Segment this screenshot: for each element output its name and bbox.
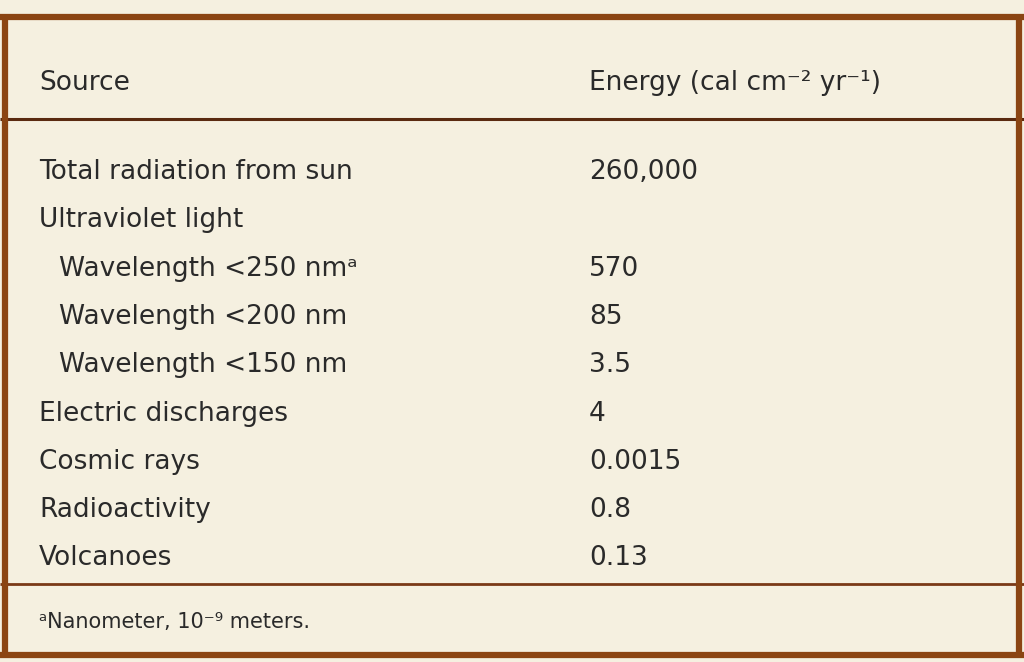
Text: Energy (cal cm⁻² yr⁻¹): Energy (cal cm⁻² yr⁻¹): [589, 70, 881, 95]
Text: 570: 570: [589, 256, 639, 281]
Text: Radioactivity: Radioactivity: [39, 497, 211, 523]
Text: Cosmic rays: Cosmic rays: [39, 449, 200, 475]
Text: 0.8: 0.8: [589, 497, 631, 523]
Text: Source: Source: [39, 70, 130, 95]
Text: 0.13: 0.13: [589, 545, 647, 571]
Text: 4: 4: [589, 401, 605, 426]
Text: ᵃNanometer, 10⁻⁹ meters.: ᵃNanometer, 10⁻⁹ meters.: [39, 612, 310, 632]
Text: Electric discharges: Electric discharges: [39, 401, 288, 426]
Text: Wavelength <200 nm: Wavelength <200 nm: [59, 304, 347, 330]
Text: 3.5: 3.5: [589, 352, 631, 378]
Text: Wavelength <250 nmᵃ: Wavelength <250 nmᵃ: [59, 256, 358, 281]
Text: Total radiation from sun: Total radiation from sun: [39, 159, 352, 185]
Text: Volcanoes: Volcanoes: [39, 545, 172, 571]
Text: Ultraviolet light: Ultraviolet light: [39, 207, 243, 233]
Text: 85: 85: [589, 304, 623, 330]
Text: 260,000: 260,000: [589, 159, 697, 185]
Text: 0.0015: 0.0015: [589, 449, 681, 475]
Text: Wavelength <150 nm: Wavelength <150 nm: [59, 352, 347, 378]
